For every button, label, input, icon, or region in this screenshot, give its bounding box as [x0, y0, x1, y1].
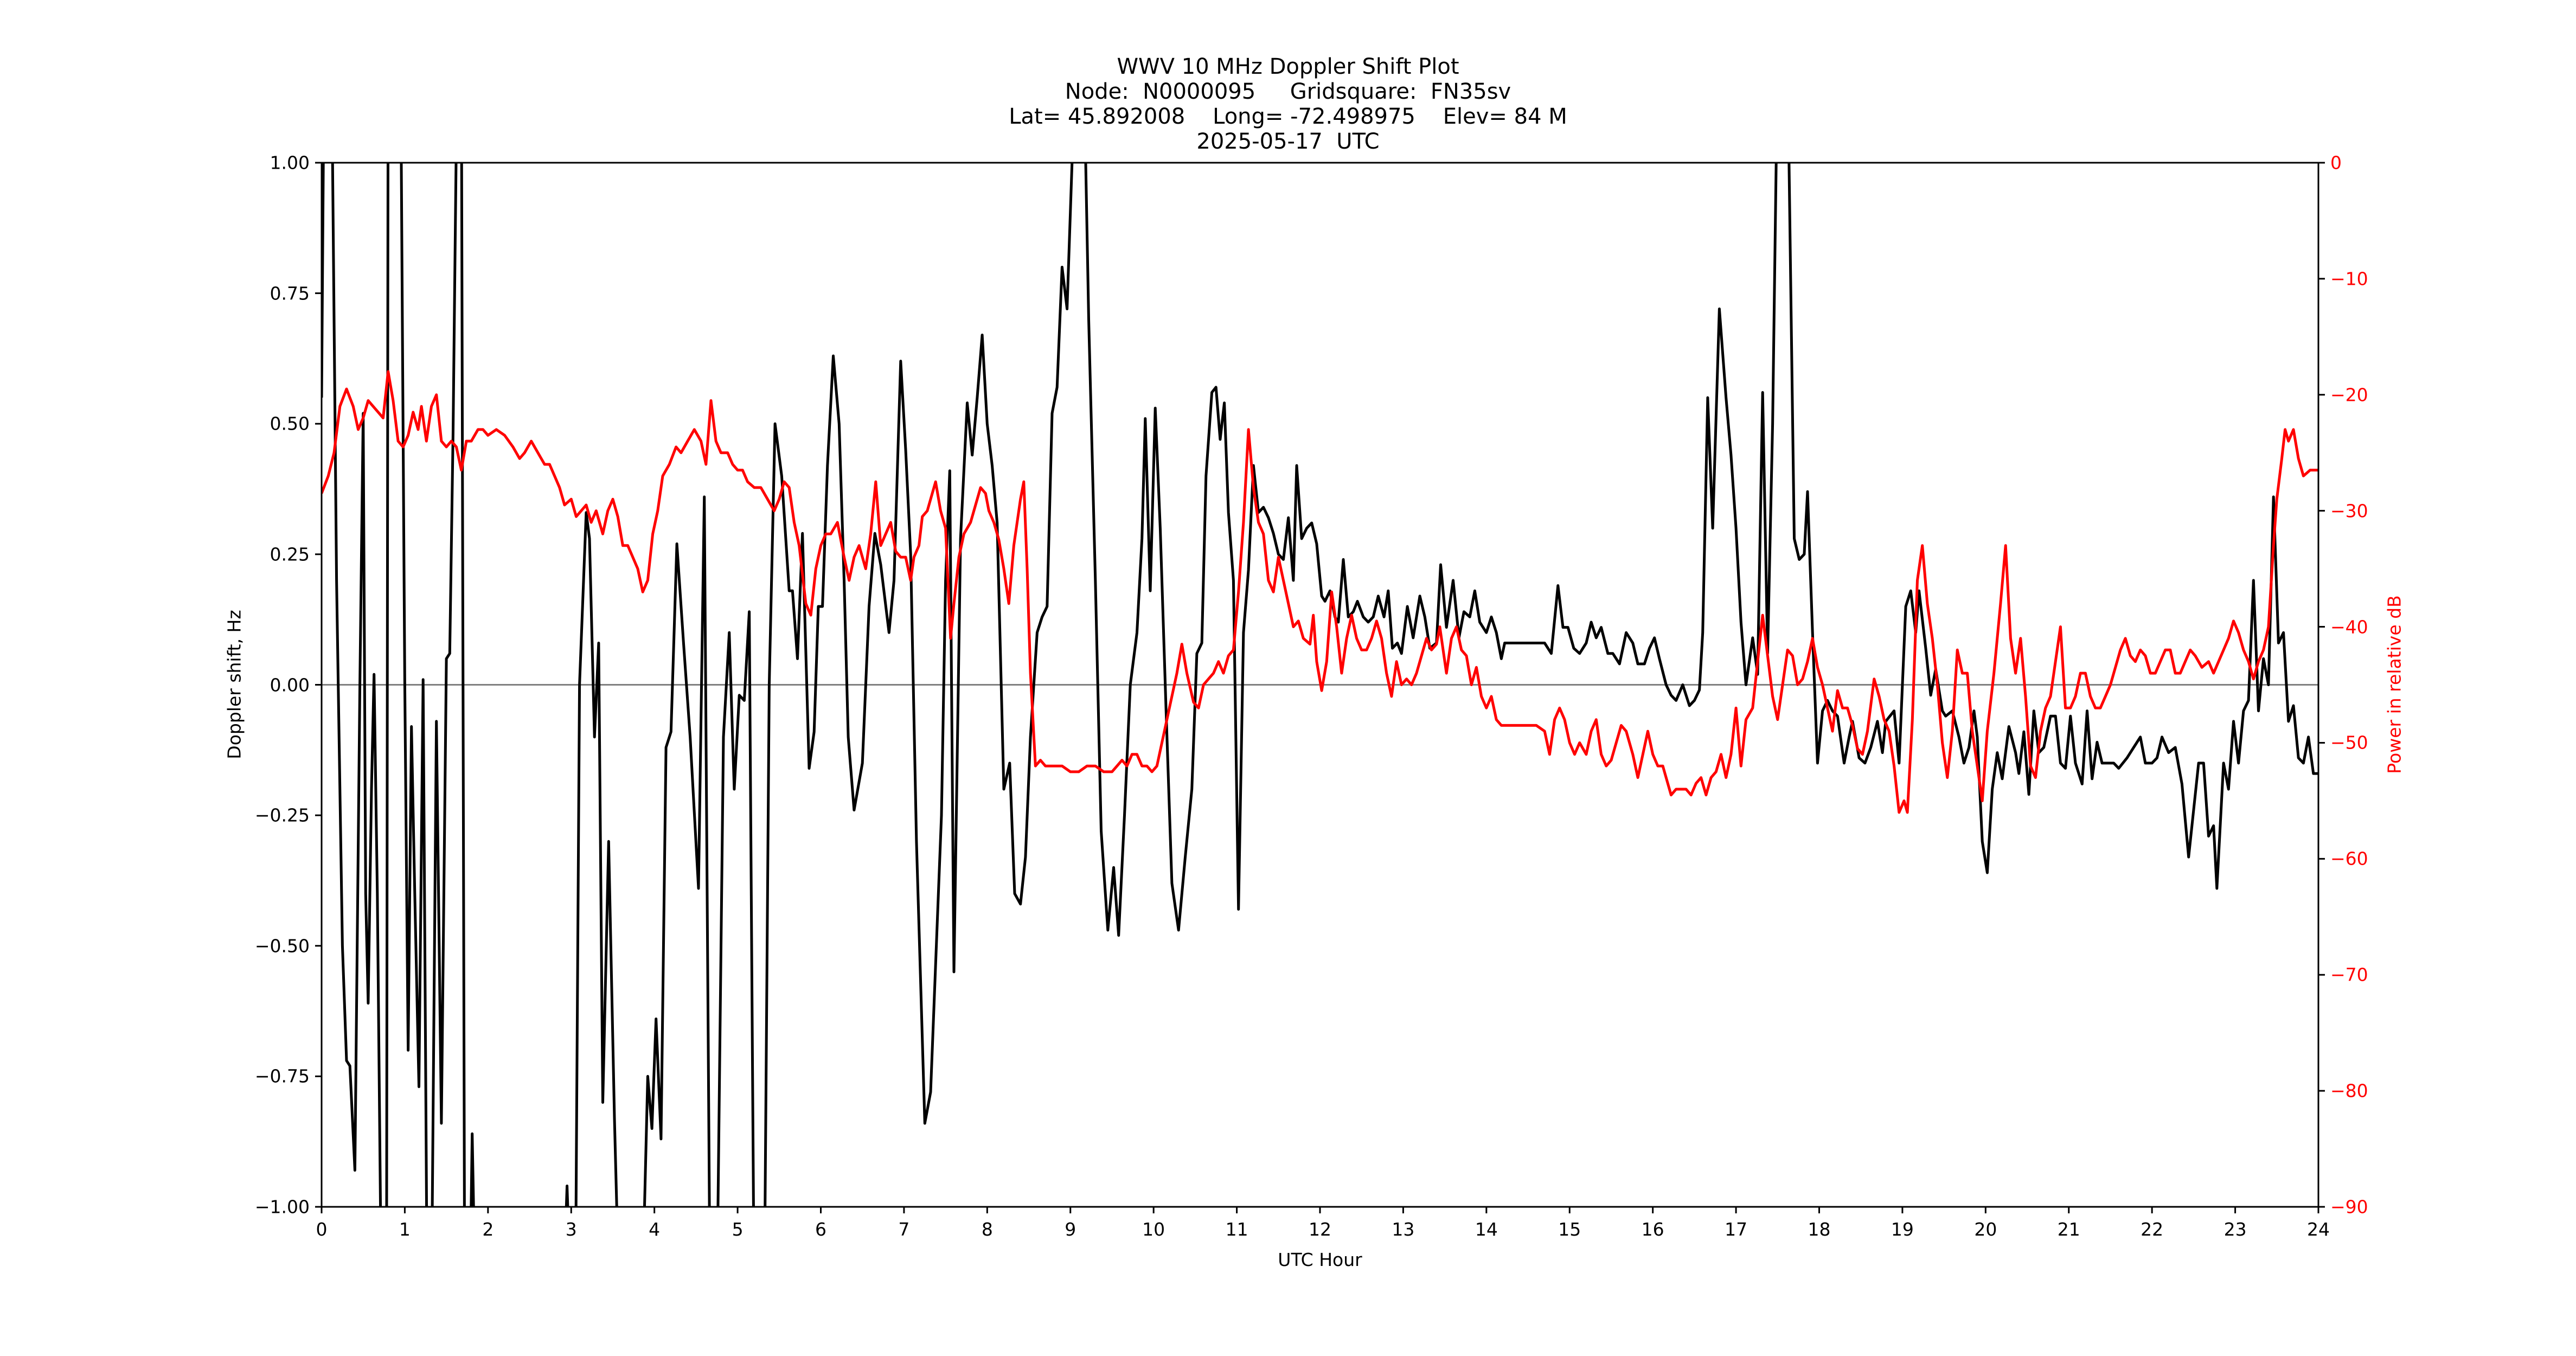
- x-tick-label: 16: [1641, 1219, 1664, 1240]
- x-tick-label: 14: [1475, 1219, 1498, 1240]
- title-line-2: Node: N0000095 Gridsquare: FN35sv: [1065, 79, 1511, 104]
- x-tick-label: 11: [1225, 1219, 1248, 1240]
- right-y-tick-label: −40: [2330, 616, 2368, 638]
- axis-ticks: [315, 162, 2325, 1213]
- x-tick-label: 5: [732, 1219, 744, 1240]
- right-y-tick-label: −50: [2330, 732, 2368, 753]
- x-tick-label: 21: [2057, 1219, 2080, 1240]
- x-tick-label: 0: [316, 1219, 328, 1240]
- right-y-tick-label: 0: [2330, 152, 2342, 174]
- x-tick-label: 19: [1891, 1219, 1914, 1240]
- x-tick-label: 7: [898, 1219, 910, 1240]
- right-y-tick-label: −80: [2330, 1080, 2368, 1102]
- x-tick-label: 6: [815, 1219, 826, 1240]
- right-y-tick-label: −10: [2330, 268, 2368, 290]
- x-tick-label: 3: [565, 1219, 577, 1240]
- x-tick-label: 12: [1309, 1219, 1331, 1240]
- right-y-tick-label: −20: [2330, 384, 2368, 406]
- left-y-tick-label: 1.00: [270, 152, 310, 174]
- right-y-axis-label: Power in relative dB: [2383, 595, 2405, 774]
- title-line-1: WWV 10 MHz Doppler Shift Plot: [1117, 54, 1459, 79]
- power-series: [322, 370, 2318, 814]
- right-y-tick-label: −60: [2330, 848, 2368, 869]
- left-y-tick-label: −0.25: [254, 804, 310, 826]
- title-line-4: 2025-05-17 UTC: [1196, 129, 1380, 154]
- x-axis-label: UTC Hour: [1278, 1249, 1362, 1270]
- x-tick-label: 22: [2141, 1219, 2164, 1240]
- x-tick-label: 4: [649, 1219, 661, 1240]
- x-tick-label: 24: [2307, 1219, 2330, 1240]
- x-tick-label: 17: [1725, 1219, 1748, 1240]
- left-y-tick-label: −0.75: [254, 1065, 310, 1087]
- x-tick-label: 15: [1558, 1219, 1581, 1240]
- x-tick-label: 18: [1808, 1219, 1831, 1240]
- x-tick-label: 10: [1142, 1219, 1165, 1240]
- left-y-tick-label: 0.75: [270, 283, 310, 304]
- left-y-tick-label: −1.00: [254, 1196, 310, 1218]
- left-y-tick-label: 0.25: [270, 543, 310, 565]
- right-y-tick-label: −30: [2330, 500, 2368, 522]
- right-y-tick-label: −70: [2330, 964, 2368, 986]
- x-tick-label: 9: [1065, 1219, 1076, 1240]
- x-tick-label: 1: [399, 1219, 411, 1240]
- right-y-tick-label: −90: [2330, 1196, 2368, 1218]
- left-y-axis-label: Doppler shift, Hz: [223, 610, 245, 759]
- x-tick-label: 2: [482, 1219, 494, 1240]
- x-tick-label: 20: [1974, 1219, 1997, 1240]
- left-y-tick-label: −0.50: [254, 935, 310, 957]
- x-tick-label: 13: [1392, 1219, 1415, 1240]
- left-y-tick-label: 0.50: [270, 413, 310, 434]
- x-tick-label: 8: [981, 1219, 993, 1240]
- title-line-3: Lat= 45.892008 Long= -72.498975 Elev= 84…: [1009, 104, 1567, 129]
- chart-title: WWV 10 MHz Doppler Shift Plot Node: N000…: [0, 54, 2576, 154]
- x-tick-label: 23: [2223, 1219, 2247, 1240]
- left-y-tick-label: 0.00: [270, 674, 310, 695]
